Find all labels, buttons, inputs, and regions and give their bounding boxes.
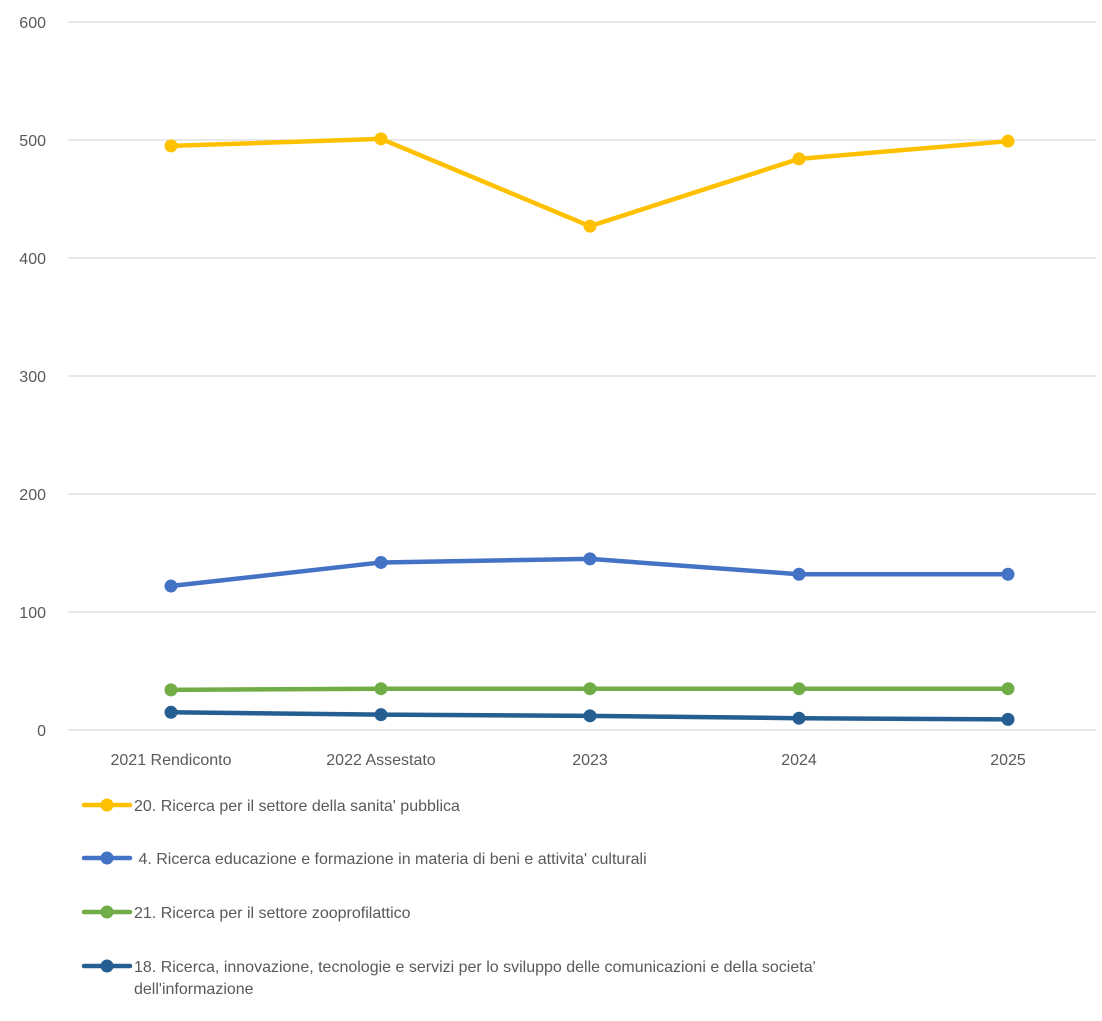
legend-label: 4. Ricerca educazione e formazione in ma…: [134, 851, 647, 868]
data-point: [792, 567, 806, 581]
legend-label: 18. Ricerca, innovazione, tecnologie e s…: [134, 959, 816, 976]
data-point: [1001, 682, 1015, 696]
legend-label: 20. Ricerca per il settore della sanita'…: [134, 798, 460, 815]
legend-item: 18. Ricerca, innovazione, tecnologie e s…: [81, 959, 816, 998]
data-point: [164, 139, 178, 153]
data-point: [792, 682, 806, 696]
legend: 20. Ricerca per il settore della sanita'…: [81, 798, 816, 998]
y-tick-label: 100: [19, 605, 46, 622]
data-point: [583, 552, 597, 566]
data-point: [164, 579, 178, 593]
x-tick-label: 2024: [781, 752, 817, 769]
y-tick-label: 300: [19, 369, 46, 386]
data-point: [374, 682, 388, 696]
legend-label: 21. Ricerca per il settore zooprofilatti…: [134, 905, 411, 922]
x-tick-label: 2021 Rendiconto: [111, 752, 232, 769]
data-point: [1001, 712, 1015, 726]
legend-label: dell'informazione: [134, 981, 254, 998]
data-point: [583, 709, 597, 723]
legend-swatch-marker: [100, 905, 114, 919]
legend-swatch-marker: [100, 851, 114, 865]
series-group: [164, 132, 1015, 233]
data-point: [164, 705, 178, 719]
data-point: [374, 708, 388, 722]
y-tick-label: 600: [19, 15, 46, 32]
series-group: [164, 705, 1015, 726]
x-tick-label: 2025: [990, 752, 1026, 769]
y-axis-tick-labels: 0 100 200 300 400 500 600: [19, 15, 46, 740]
x-tick-label: 2022 Assestato: [326, 752, 436, 769]
gridlines: [68, 21, 1096, 731]
series-group: [164, 552, 1015, 593]
x-axis-tick-labels: 2021 Rendiconto 2022 Assestato 2023 2024 202…: [111, 752, 1026, 769]
y-tick-label: 200: [19, 487, 46, 504]
data-point: [792, 711, 806, 725]
y-tick-label: 500: [19, 133, 46, 150]
legend-item: 21. Ricerca per il settore zooprofilatti…: [81, 905, 411, 922]
legend-swatch-marker: [100, 798, 114, 812]
data-point: [792, 152, 806, 166]
x-tick-label: 2023: [572, 752, 608, 769]
y-tick-label: 0: [37, 723, 46, 740]
data-point: [1001, 567, 1015, 581]
data-point: [374, 555, 388, 569]
legend-item: 20. Ricerca per il settore della sanita'…: [81, 798, 460, 815]
series-lines: [164, 132, 1015, 726]
y-tick-label: 400: [19, 251, 46, 268]
series-group: [164, 682, 1015, 697]
legend-item: 4. Ricerca educazione e formazione in ma…: [81, 851, 647, 868]
data-point: [374, 132, 388, 146]
series-line: [168, 136, 1011, 229]
data-point: [1001, 134, 1015, 148]
data-point: [583, 219, 597, 233]
data-point: [164, 683, 178, 697]
data-point: [583, 682, 597, 696]
legend-swatch-marker: [100, 959, 114, 973]
